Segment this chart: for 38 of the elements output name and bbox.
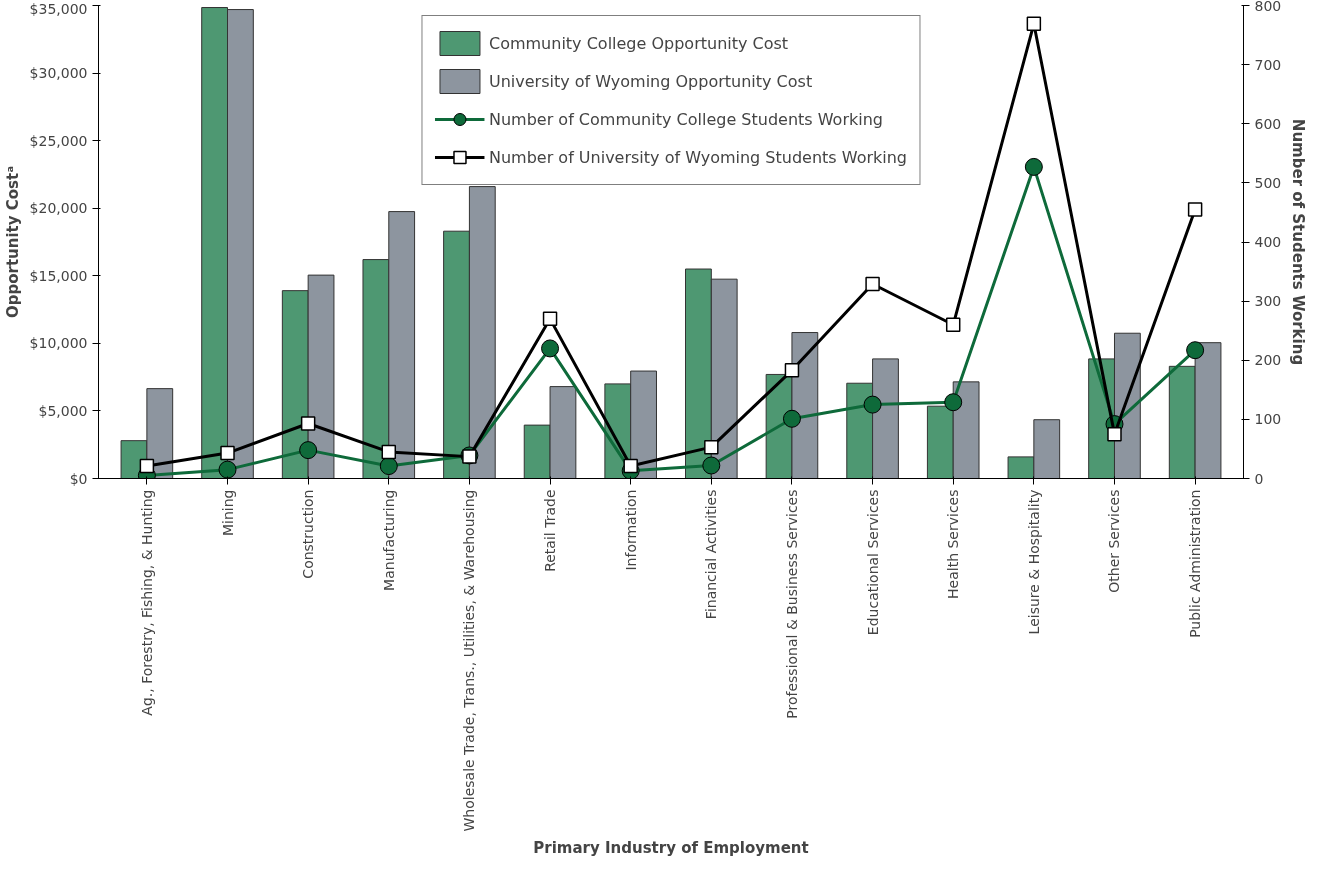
x-tick-label: Financial Activities: [703, 489, 720, 620]
x-tick-label: Health Services: [945, 489, 962, 599]
y2-tick-label: 600: [1254, 115, 1282, 132]
x-tick-label: Ag., Forestry, Fishing, & Hunting: [138, 489, 155, 716]
y-tick-label: $30,000: [29, 65, 88, 82]
y2-axis-title: Number of Students Working: [1289, 118, 1308, 366]
legend-label: Number of Community College Students Working: [488, 109, 883, 129]
y-tick-label: $15,000: [29, 267, 88, 284]
y-tick-label: $0: [69, 470, 88, 487]
x-tick-label: Manufacturing: [380, 489, 397, 591]
x-tick-label: Mining: [219, 489, 236, 536]
x-tick-label: Retail Trade: [542, 489, 559, 572]
x-tick-label: Professional & Business Services: [783, 489, 800, 719]
x-tick-label: Public Administration: [1187, 489, 1204, 638]
legend-label: Community College Opportunity Cost: [488, 33, 789, 53]
y2-tick-label: 100: [1254, 411, 1282, 428]
x-axis-title: Primary Industry of Employment: [533, 839, 809, 858]
y2-tick-label: 500: [1254, 174, 1282, 191]
y2-tick-label: 200: [1254, 352, 1282, 369]
y2-tick-label: 0: [1254, 470, 1264, 487]
x-tick-label: Construction: [300, 489, 317, 579]
y-tick-label: $10,000: [29, 335, 88, 352]
y-tick-label: $35,000: [29, 0, 88, 17]
y-tick-label: $5,000: [38, 402, 88, 419]
y2-tick-label: 400: [1254, 234, 1282, 250]
x-tick-label: Information: [622, 489, 639, 571]
legend-label: University of Wyoming Opportunity Cost: [488, 71, 813, 91]
y2-tick-label: 800: [1254, 0, 1282, 14]
x-tick-label: Wholesale Trade, Trans., Utilities, & Warehousing: [461, 489, 478, 832]
x-tick-label: Other Services: [1106, 489, 1123, 593]
y2-tick-label: 700: [1254, 56, 1282, 73]
legend-label: Number of University of Wyoming Students Working: [488, 147, 908, 167]
x-tick-label: Educational Services: [864, 489, 881, 636]
y-tick-label: $25,000: [29, 132, 88, 149]
y-axis-title: Opportunity Costᵃ: [3, 165, 22, 319]
x-tick-label: Leisure & Hospitality: [1025, 489, 1042, 635]
y-tick-label: $20,000: [29, 200, 88, 217]
y2-tick-label: 300: [1254, 293, 1282, 310]
